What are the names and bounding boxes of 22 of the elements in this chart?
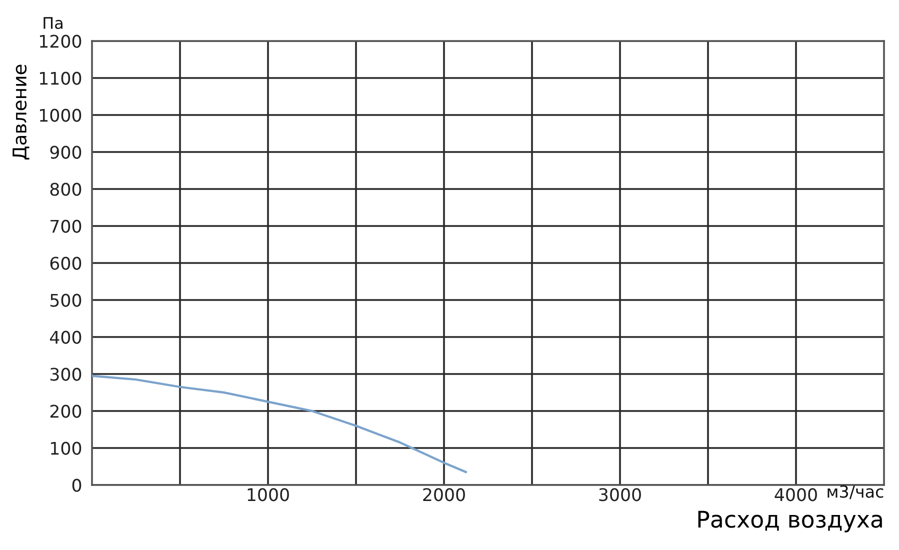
y-tick-label: 200	[50, 404, 82, 418]
y-tick-label: 500	[50, 294, 82, 307]
y-tick-label: 1200	[40, 34, 82, 48]
y-tick-label: 300	[50, 368, 82, 381]
y-tick-label: 800	[50, 182, 82, 196]
text: м3/час	[828, 485, 884, 500]
y-tick-label: 900	[50, 146, 82, 159]
y-tick-label: 0	[72, 478, 82, 492]
y-tick-label: 400	[50, 330, 82, 344]
text: Па	[44, 17, 62, 30]
line-series	[92, 374, 468, 474]
x-tick-label: 2000	[423, 488, 465, 502]
y-tick-label: 1000	[40, 108, 82, 122]
y-tick-label: 600	[50, 256, 82, 270]
x-tick-label: 1000	[248, 488, 289, 502]
y-tick-label: 1100	[40, 72, 82, 85]
x-axis-title: Расход воздуха	[698, 510, 882, 532]
y-tick-label: 700	[50, 220, 82, 233]
y-axis-title: Давление	[12, 64, 30, 160]
x-tick-label: 4000	[774, 488, 817, 502]
y-tick-label: 100	[51, 442, 82, 455]
x-tick-label: 3000	[599, 488, 641, 502]
